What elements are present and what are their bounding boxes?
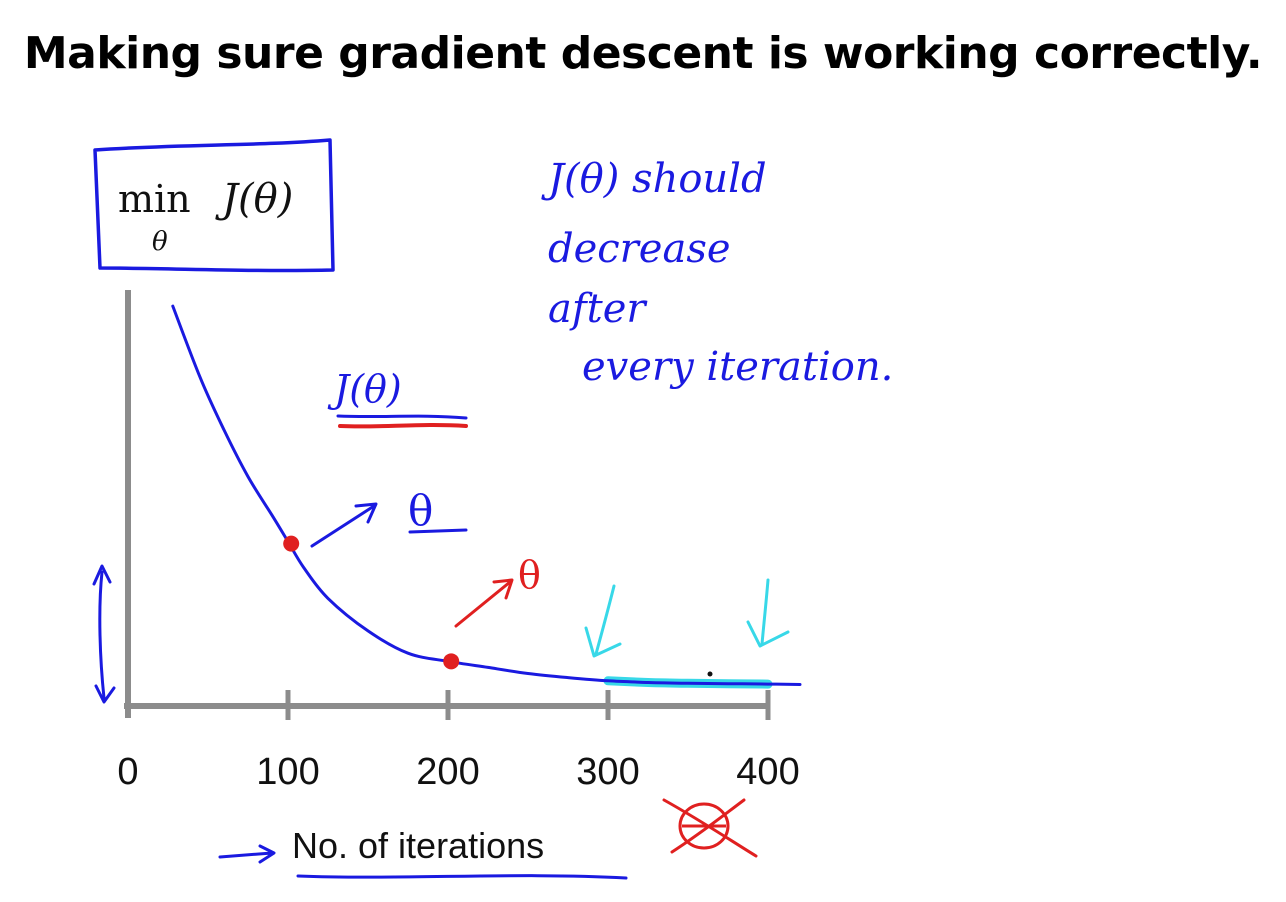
x-tick-label-300: 300 (576, 751, 639, 793)
x-tick-label-100: 100 (256, 751, 319, 793)
note-line-3: after (548, 286, 648, 332)
highlight-points (283, 535, 460, 670)
x-axis-label: No. of iterations (292, 825, 544, 866)
cyan-arrow-left-icon (584, 584, 622, 658)
j-theta-label: J(θ) (327, 367, 402, 411)
note-line-2: decrease (548, 226, 731, 272)
theta-blue-label: θ (408, 486, 433, 535)
theta-blue-underline (408, 528, 468, 534)
theta-red-annotation: θ (454, 553, 541, 628)
highlight-point-2 (443, 653, 460, 670)
x-tick-label-200: 200 (416, 751, 479, 793)
x-tick-label-400: 400 (736, 751, 799, 793)
objective-subscript: θ (152, 227, 168, 257)
note-line-1: J(θ) should (541, 156, 767, 202)
j-theta-underline-blue (336, 414, 468, 420)
x-ticks (285, 690, 771, 720)
theta-red-arrow-icon (454, 578, 514, 628)
slide-title: Making sure gradient descent is working … (23, 28, 1263, 79)
x-tick-label-0: 0 (117, 751, 138, 793)
j-theta-annotation: J(θ) (327, 367, 468, 429)
x-axis-label-group: No. of iterations (218, 825, 628, 880)
theta-blue-annotation: θ (310, 486, 468, 548)
xlabel-underline (296, 874, 628, 880)
highlight-point-1 (283, 535, 300, 552)
cyan-arrows (584, 578, 790, 658)
objective-expression: J(θ) (215, 176, 293, 222)
objective-min-label: min (118, 177, 191, 221)
theta-red-label: θ (518, 553, 541, 597)
xlabel-arrow-icon (218, 844, 276, 864)
y-range-arrow (92, 564, 116, 704)
theta-blue-arrow-icon (310, 502, 378, 548)
x-tick-labels: 0 100 200 300 400 (117, 751, 799, 793)
cyan-arrow-right-icon (746, 578, 790, 648)
handwritten-note: J(θ) should decrease after every iterati… (541, 156, 893, 390)
chart: 0 100 200 300 400 (117, 290, 802, 793)
crossed-theta-icon (662, 798, 758, 858)
objective-box-frame (93, 138, 335, 273)
note-line-4: every iteration. (582, 344, 893, 390)
cost-curve (171, 304, 802, 686)
objective-box: min θ J(θ) (93, 138, 335, 273)
small-dot (707, 671, 713, 677)
j-theta-underline-red (338, 423, 468, 429)
